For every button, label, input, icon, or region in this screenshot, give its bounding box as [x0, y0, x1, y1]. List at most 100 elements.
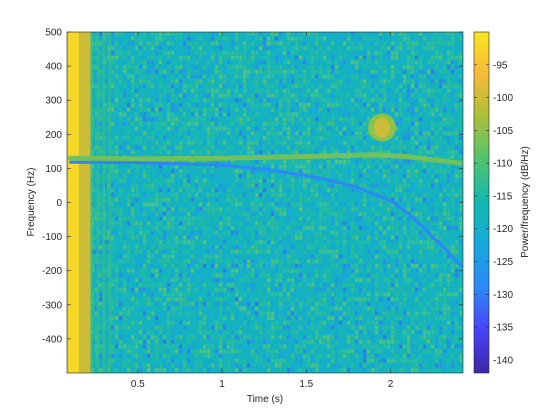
texture-cell [375, 320, 379, 325]
texture-cell [175, 249, 179, 254]
texture-cell [163, 316, 167, 320]
texture-cell [215, 112, 219, 117]
texture-cell [347, 249, 351, 254]
texture-cell [191, 311, 195, 316]
texture-cell [419, 301, 423, 306]
texture-cell [195, 349, 199, 354]
texture-cell [299, 216, 303, 221]
texture-cell [335, 202, 339, 207]
texture-cell [315, 283, 319, 287]
texture-cell [303, 254, 307, 259]
texture-cell [251, 131, 255, 136]
texture-cell [315, 60, 319, 65]
texture-cell [327, 330, 331, 335]
texture-cell [131, 32, 135, 36]
texture-cell [395, 121, 399, 126]
texture-cell [347, 283, 351, 287]
texture-cell [379, 320, 383, 325]
texture-cell [111, 358, 115, 363]
texture-cell [99, 193, 103, 197]
texture-cell [379, 354, 383, 358]
texture-cell [283, 249, 287, 254]
texture-cell [387, 65, 391, 69]
texture-cell [215, 335, 219, 339]
texture-cell [127, 344, 131, 349]
texture-cell [231, 358, 235, 363]
texture-cell [187, 325, 191, 330]
texture-cell [235, 316, 239, 320]
texture-cell [175, 349, 179, 354]
texture-cell [247, 178, 251, 183]
texture-cell [211, 159, 215, 164]
texture-cell [231, 339, 235, 344]
texture-cell [291, 174, 295, 178]
texture-cell [155, 354, 159, 358]
texture-cell [171, 93, 175, 98]
texture-cell [283, 93, 287, 98]
texture-cell [171, 145, 175, 150]
texture-cell [323, 273, 327, 278]
texture-cell [159, 197, 163, 202]
texture-cell [283, 174, 287, 178]
texture-cell [155, 221, 159, 226]
texture-cell [155, 197, 159, 202]
texture-cell [283, 283, 287, 287]
texture-cell [219, 121, 223, 126]
texture-cell [251, 230, 255, 235]
texture-cell [419, 325, 423, 330]
texture-cell [291, 216, 295, 221]
texture-cell [319, 126, 323, 131]
texture-cell [155, 287, 159, 292]
texture-cell [291, 131, 295, 136]
texture-cell [423, 306, 427, 311]
texture-cell [259, 344, 263, 349]
texture-cell [139, 273, 143, 278]
texture-cell [399, 197, 403, 202]
texture-cell [427, 316, 431, 320]
texture-cell [191, 226, 195, 230]
texture-cell [271, 145, 275, 150]
texture-cell [167, 60, 171, 65]
texture-cell [227, 60, 231, 65]
texture-cell [263, 354, 267, 358]
texture-cell [231, 136, 235, 140]
texture-cell [279, 32, 283, 36]
texture-cell [367, 240, 371, 245]
texture-cell [399, 230, 403, 235]
texture-cell [371, 55, 375, 60]
texture-cell [279, 107, 283, 112]
texture-cell [127, 368, 131, 373]
texture-cell [139, 93, 143, 98]
texture-cell [255, 349, 259, 354]
texture-cell [155, 98, 159, 103]
texture-cell [411, 60, 415, 65]
texture-cell [111, 55, 115, 60]
texture-cell [191, 74, 195, 79]
texture-cell [163, 202, 167, 207]
texture-cell [287, 292, 291, 297]
texture-cell [155, 178, 159, 183]
texture-cell [407, 178, 411, 183]
texture-cell [167, 320, 171, 325]
texture-cell [143, 55, 147, 60]
texture-cell [167, 79, 171, 84]
texture-cell [235, 183, 239, 188]
texture-cell [195, 301, 199, 306]
texture-cell [279, 245, 283, 249]
texture-cell [175, 278, 179, 283]
texture-cell [399, 84, 403, 88]
texture-cell [343, 268, 347, 273]
texture-cell [359, 292, 363, 297]
texture-cell [343, 131, 347, 136]
texture-cell [247, 306, 251, 311]
texture-cell [395, 354, 399, 358]
texture-cell [383, 202, 387, 207]
texture-cell [219, 207, 223, 212]
texture-cell [255, 301, 259, 306]
texture-cell [259, 145, 263, 150]
texture-cell [255, 197, 259, 202]
texture-cell [147, 235, 151, 240]
texture-cell [127, 103, 131, 107]
texture-cell [179, 311, 183, 316]
texture-cell [111, 292, 115, 297]
